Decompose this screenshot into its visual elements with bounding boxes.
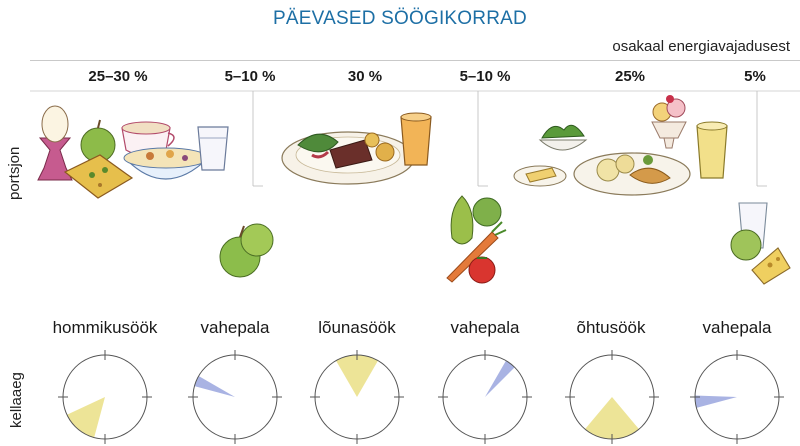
meal-5-name: õhtusöök <box>576 318 646 337</box>
meal-3-percent: 30 % <box>347 68 383 85</box>
meal-4-name: vahepala <box>450 318 520 337</box>
meal-6-percent: 5% <box>744 68 766 85</box>
clock-face-4 <box>438 350 532 444</box>
meal-2-name: vahepala <box>200 318 270 337</box>
meal-time-wedge <box>194 376 235 397</box>
meal-time-wedge <box>694 395 737 408</box>
meal-3-name: lõunasöök <box>318 318 396 337</box>
column-guides <box>252 91 767 187</box>
header-divider <box>30 60 800 61</box>
clock-face-6 <box>690 350 784 444</box>
snack-3-illustration <box>730 202 791 285</box>
clock-face-5 <box>565 350 659 444</box>
clock-face-3 <box>310 350 404 444</box>
clock-face-1 <box>58 350 152 444</box>
meal-time-wedge <box>485 360 515 397</box>
meal-2-percent: 5–10 % <box>224 68 276 85</box>
meal-4-percent: 5–10 % <box>459 68 511 85</box>
meal-5-percent: 25% <box>614 68 646 85</box>
snack-1-illustration <box>219 223 274 278</box>
clock-face-2 <box>188 350 282 444</box>
meal-6-name: vahepala <box>702 318 772 337</box>
breakfast-illustration <box>37 105 229 199</box>
meal-time-wedge <box>66 397 105 438</box>
page-title: PÄEVASED SÖÖGIKORRAD <box>273 8 527 29</box>
meal-time-wedge <box>585 397 639 439</box>
meal-1-percent: 25–30 % <box>88 68 148 85</box>
lunch-illustration <box>281 112 432 185</box>
dinner-illustration <box>513 95 728 196</box>
meal-time-wedge <box>336 355 378 397</box>
energy-share-caption: osakaal energiavajadusest <box>612 38 790 55</box>
meal-1-name: hommikusöök <box>52 318 158 337</box>
snack-2-illustration <box>446 195 507 284</box>
